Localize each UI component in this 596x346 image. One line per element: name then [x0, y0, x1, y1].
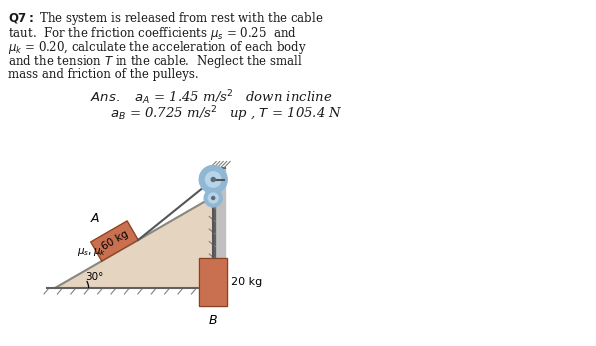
- Text: 60 kg: 60 kg: [100, 228, 131, 252]
- Text: $\mathbf{Q7:}$ The system is released from rest with the cable: $\mathbf{Q7:}$ The system is released fr…: [8, 10, 324, 27]
- Polygon shape: [91, 221, 138, 261]
- Text: $\mu_k$ = 0.20, calculate the acceleration of each body: $\mu_k$ = 0.20, calculate the accelerati…: [8, 39, 307, 56]
- Text: 20 kg: 20 kg: [231, 277, 262, 287]
- Text: $\mathit{Ans.}$   $a_A$ = 1.45 m/s$^2$   down incline: $\mathit{Ans.}$ $a_A$ = 1.45 m/s$^2$ dow…: [90, 89, 333, 107]
- Circle shape: [208, 193, 218, 203]
- Text: taut.  For the friction coefficients $\mu_s$ = 0.25  and: taut. For the friction coefficients $\mu…: [8, 25, 297, 42]
- Text: $a_B$ = 0.725 m/s$^2$   up , $T$ = 105.4 N: $a_B$ = 0.725 m/s$^2$ up , $T$ = 105.4 N: [110, 104, 343, 124]
- Circle shape: [199, 165, 227, 193]
- Circle shape: [211, 177, 215, 182]
- Text: and the tension $T$ in the cable.  Neglect the small: and the tension $T$ in the cable. Neglec…: [8, 54, 303, 71]
- Polygon shape: [55, 195, 215, 288]
- Circle shape: [204, 189, 222, 207]
- Text: $A$: $A$: [90, 212, 100, 226]
- Text: 30°: 30°: [85, 272, 103, 282]
- Text: $B$: $B$: [209, 314, 218, 327]
- Polygon shape: [215, 167, 225, 288]
- Bar: [199, 258, 227, 306]
- Circle shape: [206, 172, 221, 187]
- Circle shape: [212, 197, 215, 200]
- Bar: [199, 258, 227, 306]
- Text: $\mu_s, \mu_k$: $\mu_s, \mu_k$: [77, 246, 106, 258]
- Text: mass and friction of the pulleys.: mass and friction of the pulleys.: [8, 68, 198, 81]
